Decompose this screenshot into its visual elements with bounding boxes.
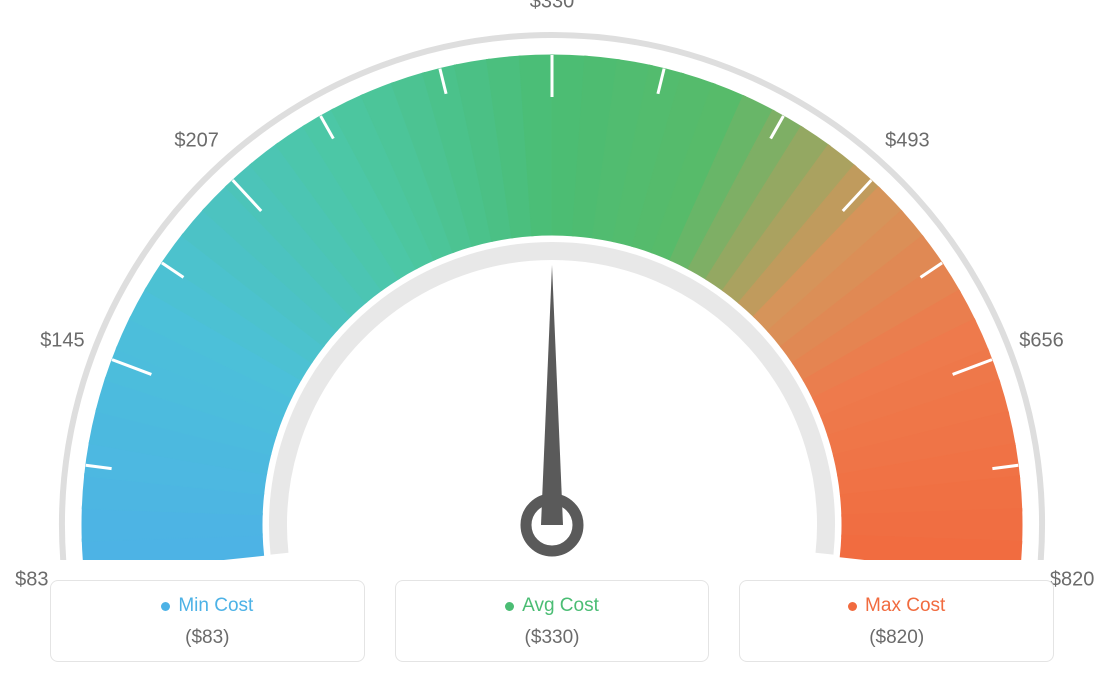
legend-title: Avg Cost <box>505 595 599 617</box>
legend-dot-icon <box>848 602 857 611</box>
gauge-tick-label: $330 <box>530 0 575 14</box>
legend-title: Min Cost <box>161 595 253 617</box>
legend-row: Min Cost ($83) Avg Cost ($330) Max Cost ($820… <box>50 580 1054 662</box>
legend-value: ($820) <box>750 627 1043 649</box>
gauge-tick-label: $493 <box>885 130 930 153</box>
legend-title-text: Max Cost <box>865 595 945 617</box>
legend-title-text: Min Cost <box>178 595 253 617</box>
cost-gauge: $83$145$207$330$493$656$820 <box>0 0 1104 560</box>
gauge-needle <box>541 265 563 525</box>
min-cost-card: Min Cost ($83) <box>50 580 365 662</box>
avg-cost-card: Avg Cost ($330) <box>395 580 710 662</box>
gauge-svg <box>0 0 1104 560</box>
legend-dot-icon <box>161 602 170 611</box>
legend-value: ($83) <box>61 627 354 649</box>
gauge-tick-label: $820 <box>1050 568 1095 591</box>
legend-dot-icon <box>505 602 514 611</box>
gauge-tick-label: $145 <box>40 329 85 352</box>
legend-title: Max Cost <box>848 595 945 617</box>
gauge-tick-label: $656 <box>1019 329 1064 352</box>
legend-value: ($330) <box>406 627 699 649</box>
gauge-tick-label: $83 <box>15 568 48 591</box>
legend-title-text: Avg Cost <box>522 595 599 617</box>
gauge-tick-label: $207 <box>174 130 219 153</box>
max-cost-card: Max Cost ($820) <box>739 580 1054 662</box>
